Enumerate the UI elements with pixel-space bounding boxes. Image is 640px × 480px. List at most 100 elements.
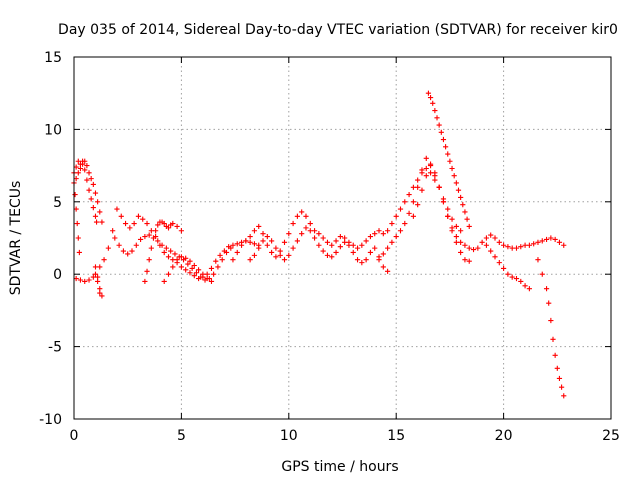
data-point xyxy=(329,242,335,248)
data-point xyxy=(462,257,468,263)
data-point xyxy=(140,216,146,222)
data-point xyxy=(191,262,197,269)
data-point xyxy=(445,213,451,219)
data-point xyxy=(464,216,470,222)
series-arc11 xyxy=(376,155,567,263)
data-point xyxy=(230,257,236,263)
data-point xyxy=(247,239,253,245)
series-arc10 xyxy=(247,225,391,274)
chart-title: Day 035 of 2014, Sidereal Day-to-day VTE… xyxy=(58,22,618,38)
data-point xyxy=(144,268,150,274)
data-point xyxy=(367,233,374,240)
data-point xyxy=(513,245,520,251)
x-tick-label: 25 xyxy=(602,428,620,444)
data-point xyxy=(518,244,524,250)
data-point xyxy=(415,184,421,190)
data-point xyxy=(99,293,105,299)
data-point xyxy=(307,228,313,234)
data-point xyxy=(84,163,90,169)
x-tick-label: 20 xyxy=(495,428,513,444)
data-point xyxy=(178,228,184,234)
data-point xyxy=(247,233,253,240)
data-point xyxy=(215,264,221,270)
data-point xyxy=(453,180,459,186)
data-point xyxy=(299,231,305,237)
data-point xyxy=(230,242,236,248)
data-point xyxy=(402,199,408,205)
data-point xyxy=(443,144,449,150)
y-tick-label: -5 xyxy=(48,340,62,356)
data-point xyxy=(526,242,532,248)
data-point xyxy=(466,258,472,264)
data-point xyxy=(159,242,165,248)
data-point xyxy=(492,254,498,260)
data-point xyxy=(436,122,442,128)
data-point xyxy=(410,213,416,219)
data-point xyxy=(397,228,404,234)
data-point xyxy=(324,239,331,245)
data-point xyxy=(129,248,135,254)
data-point xyxy=(133,242,139,248)
data-point xyxy=(556,375,563,382)
data-point xyxy=(118,213,124,219)
data-point xyxy=(496,260,502,266)
data-point xyxy=(354,257,361,263)
series-arc5 xyxy=(97,206,262,282)
data-point xyxy=(86,170,92,176)
data-point xyxy=(299,209,305,215)
data-point xyxy=(137,236,144,243)
data-point xyxy=(234,241,240,247)
data-point xyxy=(290,220,296,227)
data-point xyxy=(543,236,550,243)
data-point xyxy=(155,222,161,228)
data-point xyxy=(251,252,258,258)
data-point xyxy=(217,252,223,258)
data-point xyxy=(97,286,103,292)
data-point xyxy=(389,239,395,245)
data-point xyxy=(380,264,386,270)
data-point xyxy=(223,249,230,256)
data-point xyxy=(372,231,378,237)
data-point xyxy=(264,233,270,240)
data-point xyxy=(324,252,331,258)
data-point xyxy=(264,242,270,248)
data-point xyxy=(548,235,554,241)
data-point xyxy=(75,170,81,176)
data-point xyxy=(125,251,131,257)
data-point xyxy=(243,238,249,244)
data-point xyxy=(256,245,262,251)
data-point xyxy=(492,235,498,241)
data-point xyxy=(451,173,457,179)
data-point xyxy=(75,235,81,241)
data-point xyxy=(509,274,515,280)
data-point xyxy=(462,209,468,215)
data-point xyxy=(552,236,558,243)
data-point xyxy=(99,219,105,225)
data-point xyxy=(522,283,528,289)
data-point xyxy=(92,264,99,270)
data-point xyxy=(294,213,300,219)
data-point xyxy=(273,254,279,260)
y-tick-label: 10 xyxy=(44,122,62,138)
data-point xyxy=(432,107,438,114)
data-point xyxy=(178,264,184,270)
data-point xyxy=(163,245,169,251)
data-point xyxy=(359,260,365,266)
data-point xyxy=(92,271,99,277)
data-point xyxy=(165,271,172,277)
data-point xyxy=(74,220,80,227)
data-point xyxy=(191,273,197,279)
data-point xyxy=(501,265,507,272)
data-point xyxy=(346,242,352,248)
data-point xyxy=(535,239,541,245)
data-point xyxy=(142,233,148,240)
data-point xyxy=(389,220,395,227)
data-point xyxy=(93,219,100,225)
data-point xyxy=(483,242,490,248)
data-point xyxy=(200,271,206,277)
data-point xyxy=(286,252,292,258)
y-tick-label: 15 xyxy=(44,50,62,66)
data-point xyxy=(427,163,434,169)
data-point xyxy=(445,206,451,212)
